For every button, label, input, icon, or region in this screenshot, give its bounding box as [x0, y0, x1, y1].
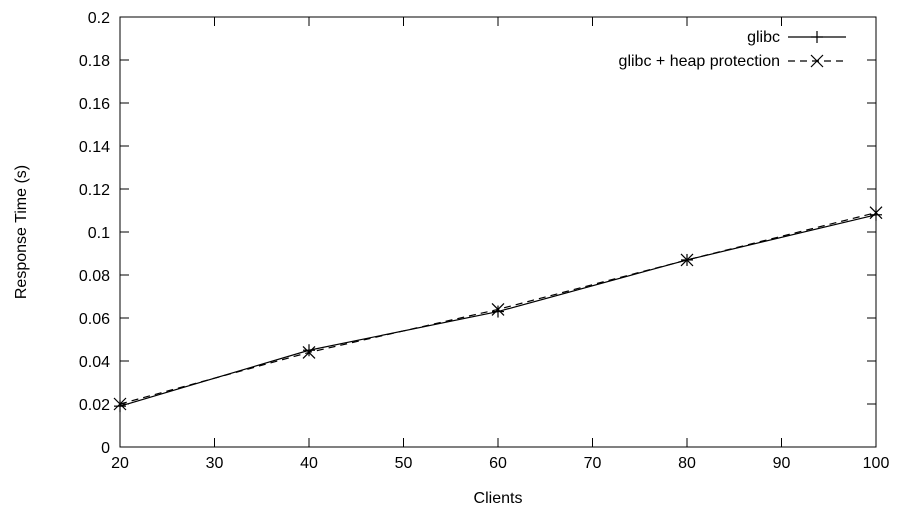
marker-stroke: [869, 206, 883, 220]
x-tick-label: 80: [678, 455, 696, 472]
x-tick-label: 60: [489, 455, 507, 472]
data-point: [303, 344, 315, 357]
x-tick-label: 50: [395, 455, 413, 472]
legend-marker: [811, 31, 823, 43]
series-layer: [113, 206, 883, 413]
marker-stroke: [810, 54, 824, 68]
y-tick-label: 0.08: [79, 268, 110, 285]
x-tick-label: 90: [773, 455, 791, 472]
legend-label: glibc: [747, 29, 780, 46]
data-point: [680, 253, 694, 267]
legend-item: glibc + heap protection: [619, 53, 846, 70]
marker-stroke: [680, 253, 694, 267]
y-tick-label: 0.16: [79, 96, 110, 113]
legend: glibc glibc + heap protection: [619, 29, 846, 70]
data-point: [491, 302, 505, 316]
legend-label: glibc + heap protection: [619, 53, 780, 70]
data-point: [870, 208, 882, 221]
x-axis: 20 30 40 50 60 70 80 90 100: [111, 17, 889, 472]
legend-item: glibc: [747, 29, 846, 46]
series-glibc-heap-protection: [113, 206, 883, 411]
y-tick-label: 0.18: [79, 53, 110, 70]
marker-stroke: [491, 302, 505, 316]
y-tick-label: 0.02: [79, 397, 110, 414]
x-tick-label: 20: [111, 455, 129, 472]
data-point: [114, 400, 126, 413]
x-axis-title: Clients: [474, 490, 523, 507]
marker-stroke: [113, 397, 127, 411]
x-tick-label: 70: [584, 455, 602, 472]
y-tick-label: 0.2: [88, 10, 110, 27]
x-tick-label: 30: [206, 455, 224, 472]
plot-frame: [119, 16, 877, 448]
y-tick-label: 0.1: [88, 225, 110, 242]
y-tick-label: 0.12: [79, 182, 110, 199]
y-tick-label: 0: [101, 440, 110, 457]
data-point: [869, 206, 883, 220]
y-axis-title: Response Time (s): [13, 165, 30, 299]
marker-stroke: [302, 345, 316, 359]
data-point: [492, 305, 504, 318]
legend-marker: [810, 54, 824, 68]
y-axis: 0 0.02 0.04 0.06 0.08 0.1 0.12 0.14 0.16 0.18 0.2: [79, 10, 876, 457]
series-glibc: [114, 208, 882, 413]
data-point: [302, 345, 316, 359]
x-tick-label: 40: [300, 455, 318, 472]
x-tick-label: 100: [863, 455, 890, 472]
y-tick-label: 0.14: [79, 139, 110, 156]
data-point: [113, 397, 127, 411]
y-tick-label: 0.06: [79, 311, 110, 328]
y-tick-label: 0.04: [79, 354, 110, 371]
